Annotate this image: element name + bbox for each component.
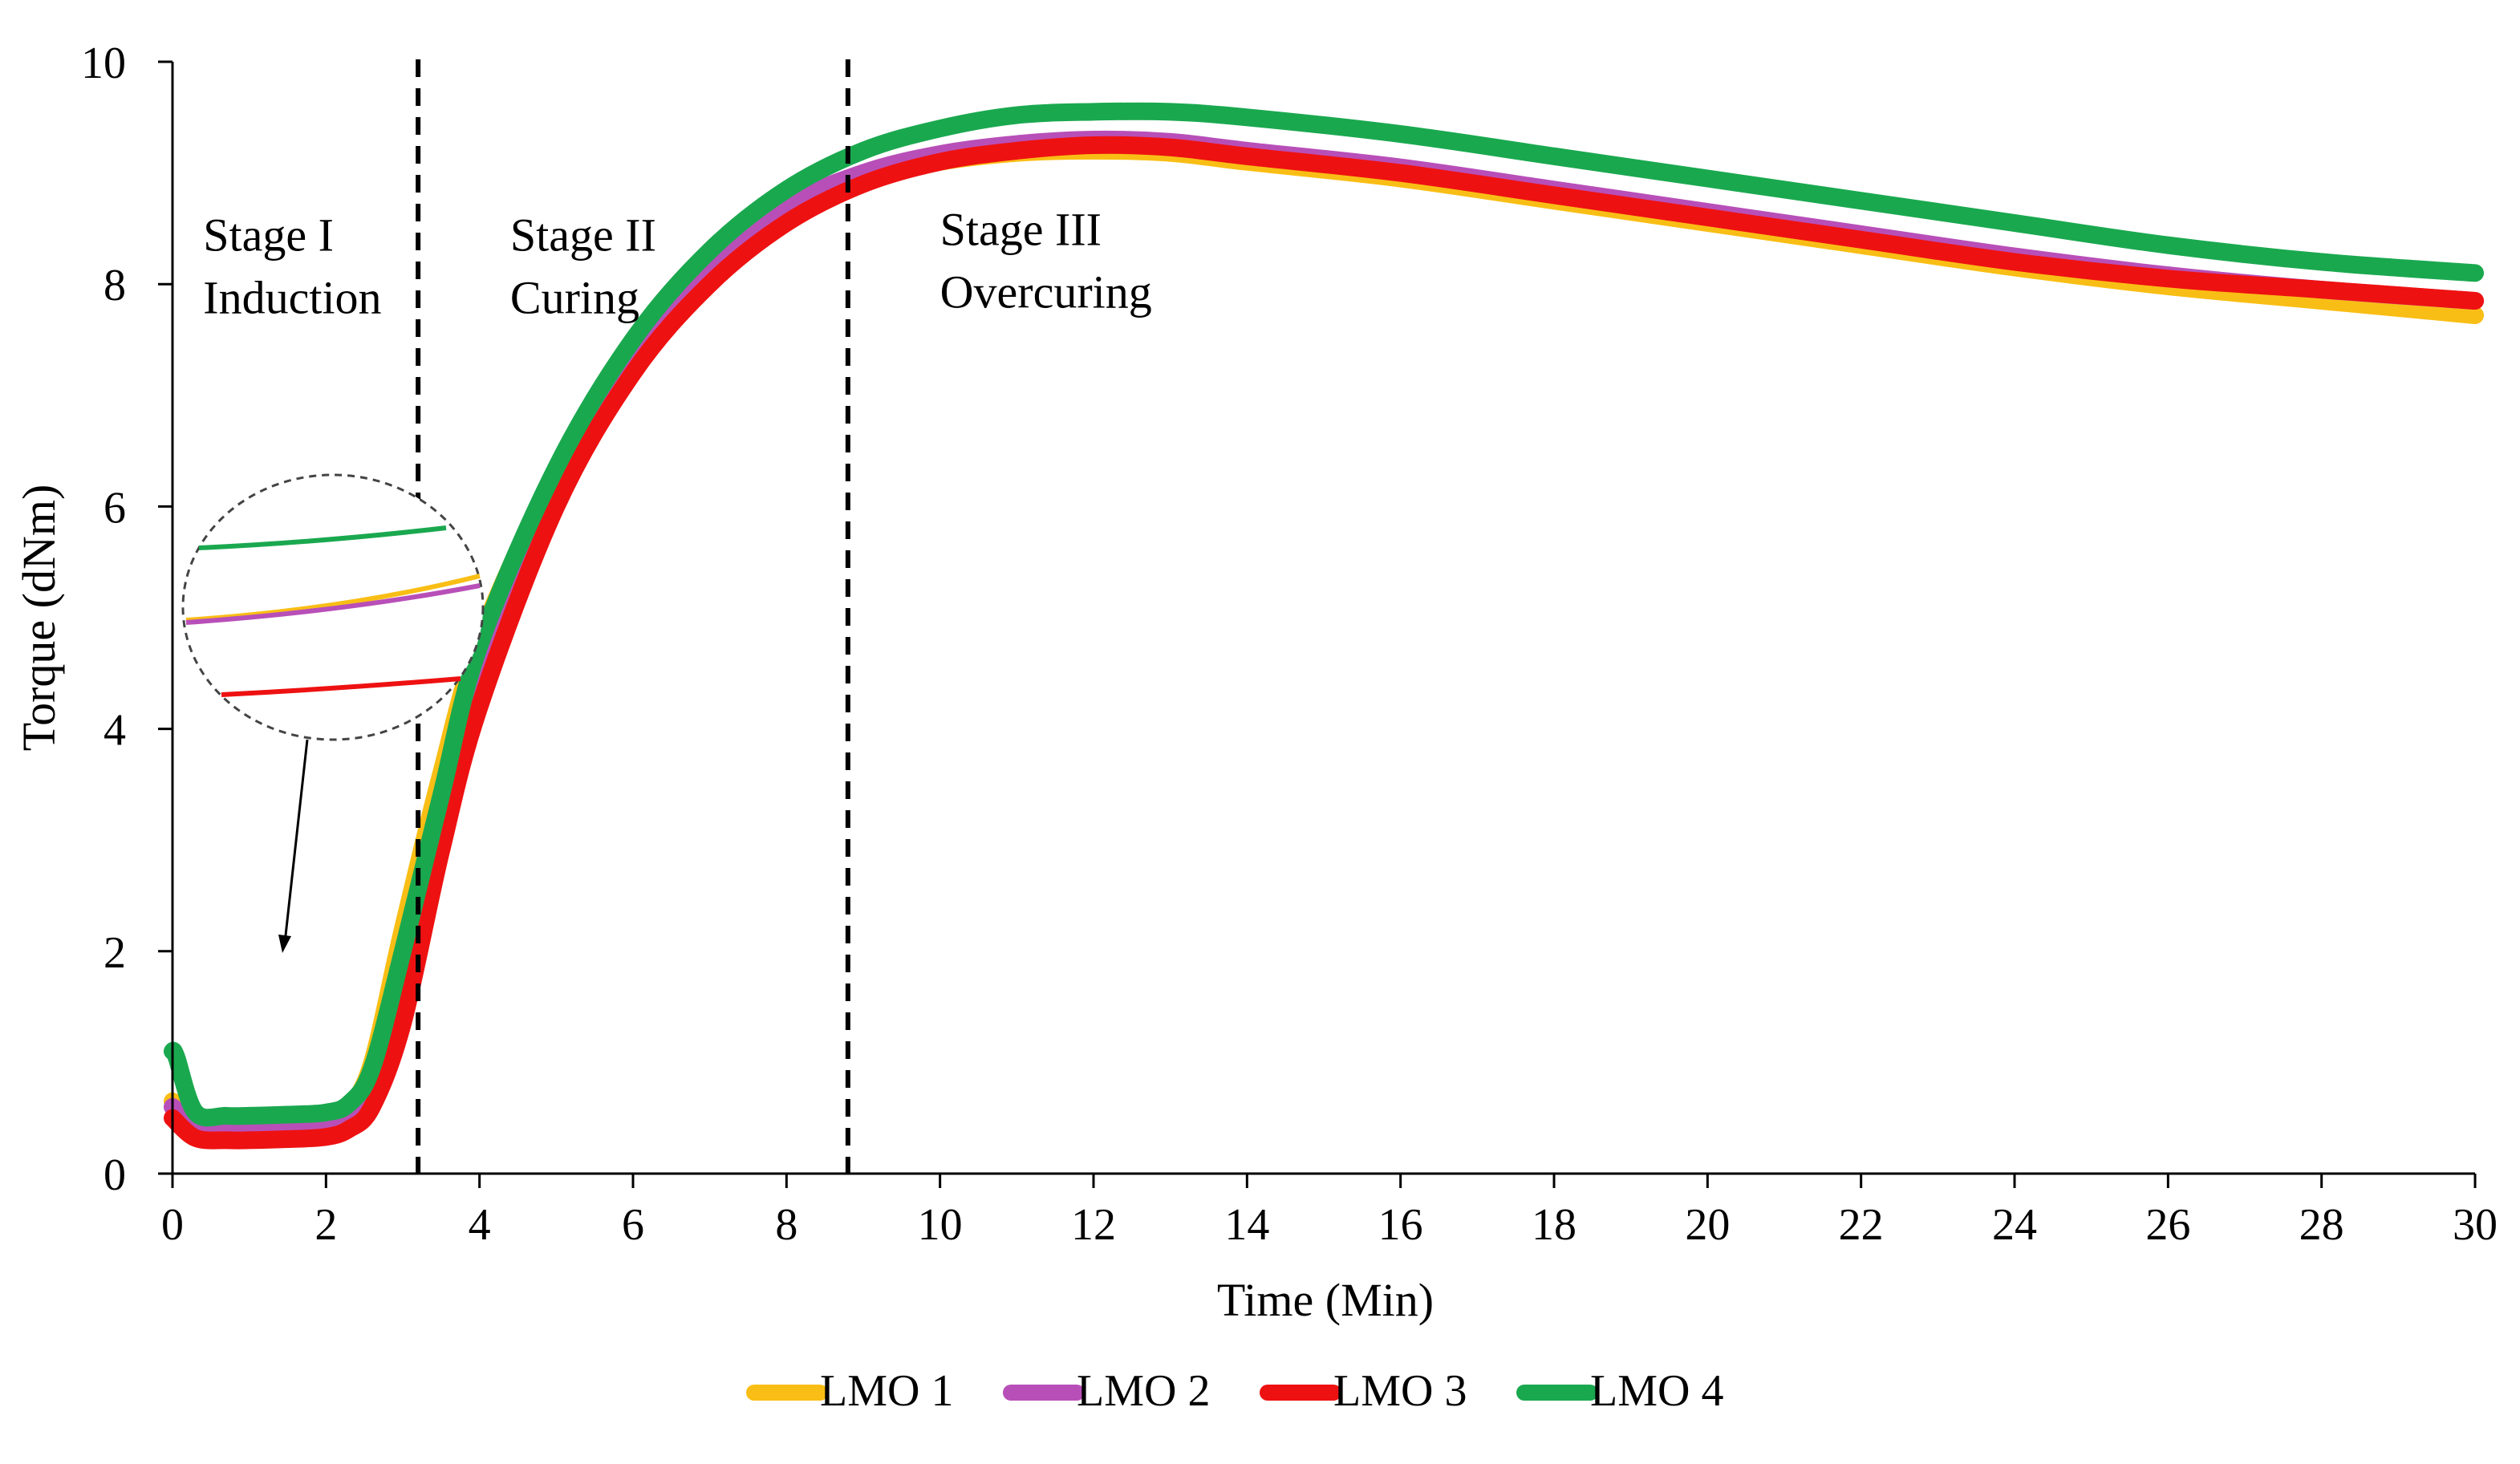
stage3-label: Overcuring xyxy=(940,266,1152,318)
x-axis-label: Time (Min) xyxy=(1217,1274,1434,1326)
x-tick-label: 4 xyxy=(469,1200,491,1250)
x-tick-label: 16 xyxy=(1378,1200,1423,1250)
y-tick-label: 0 xyxy=(103,1150,126,1200)
inset-zoom xyxy=(181,473,485,953)
stage-annotations: Stage I Induction Stage II Curing Stage III O… xyxy=(203,204,1152,324)
stage2-label: Stage II xyxy=(510,209,656,262)
legend-label: LMO 2 xyxy=(1077,1366,1210,1416)
inset-line-lmo2 xyxy=(185,583,481,625)
legend: LMO 1 LMO 2 LMO 3 LMO 4 xyxy=(746,1366,1723,1416)
x-tick-label: 14 xyxy=(1224,1200,1269,1250)
stage1-label: Induction xyxy=(203,272,381,324)
x-tick-label: 12 xyxy=(1071,1200,1116,1250)
inset-arrow-head xyxy=(278,935,291,953)
y-tick-label: 6 xyxy=(103,483,126,533)
x-tick-label: 24 xyxy=(1992,1200,2037,1250)
stage1-label: Stage I xyxy=(203,209,334,262)
series-line-lmo-3 xyxy=(164,136,2484,1150)
x-ticks: 0 2 4 6 8 10 12 14 16 18 20 22 24 26 28 30 xyxy=(161,1174,2498,1250)
y-axis-label: Torque (dNm) xyxy=(13,485,65,752)
x-tick-label: 10 xyxy=(918,1200,963,1250)
inset-arrow-shaft xyxy=(283,739,309,943)
inset-line-lmo3 xyxy=(221,676,461,697)
x-tick-label: 0 xyxy=(161,1200,184,1250)
x-tick-label: 6 xyxy=(622,1200,644,1250)
x-tick-label: 26 xyxy=(2145,1200,2190,1250)
stage3-label: Stage III xyxy=(940,204,1102,256)
series-line-lmo-4 xyxy=(164,102,2484,1127)
x-tick-label: 20 xyxy=(1685,1200,1730,1250)
y-ticks: 0 2 4 6 8 10 xyxy=(81,39,172,1200)
y-tick-label: 4 xyxy=(103,706,126,756)
inset-line-lmo4 xyxy=(198,525,447,550)
legend-label: LMO 1 xyxy=(820,1366,953,1416)
y-tick-label: 8 xyxy=(103,261,126,310)
y-tick-label: 2 xyxy=(103,928,126,978)
x-tick-label: 8 xyxy=(775,1200,797,1250)
y-tick-label: 10 xyxy=(81,39,126,88)
legend-label: LMO 4 xyxy=(1590,1366,1723,1416)
x-tick-label: 28 xyxy=(2299,1200,2344,1250)
legend-label: LMO 3 xyxy=(1333,1366,1467,1416)
stage2-label: Curing xyxy=(510,272,639,324)
x-tick-label: 18 xyxy=(1532,1200,1577,1250)
x-tick-label: 2 xyxy=(314,1200,337,1250)
x-tick-label: 22 xyxy=(1839,1200,1884,1250)
x-tick-label: 30 xyxy=(2453,1200,2498,1250)
